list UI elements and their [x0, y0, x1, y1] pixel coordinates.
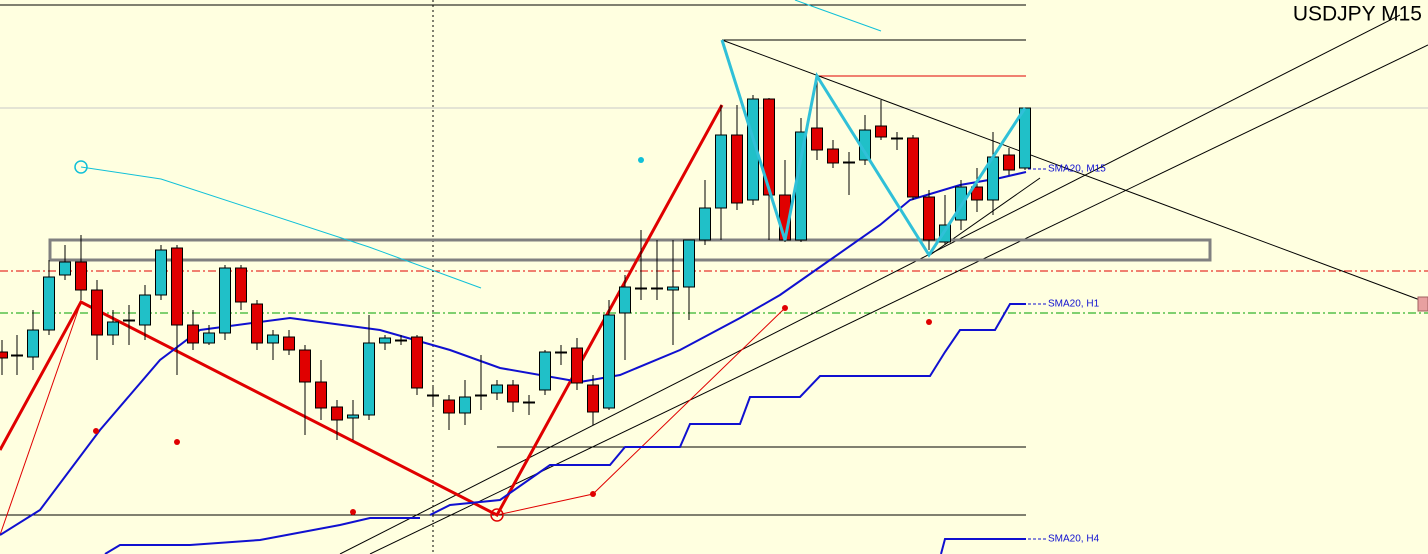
candle-body — [555, 351, 567, 354]
candle-body — [731, 134, 743, 204]
dot — [93, 428, 99, 434]
candle-body — [507, 384, 519, 403]
candle-body — [923, 196, 935, 241]
candle-body — [811, 127, 823, 151]
candle-body — [203, 332, 215, 344]
red-dots — [93, 305, 932, 515]
dot — [926, 319, 932, 325]
candle-body — [139, 294, 151, 326]
candle-body — [539, 351, 551, 391]
channel-line — [369, 44, 1428, 554]
candle-body — [1003, 154, 1015, 171]
channel-line — [339, 14, 1401, 554]
candle-body — [0, 351, 8, 359]
cyan-zigzag — [720, 39, 1027, 258]
candle-body — [187, 324, 199, 344]
candle-body — [267, 334, 279, 344]
candle-body — [91, 289, 103, 336]
candle-body — [59, 261, 71, 276]
scroll-marker — [1417, 296, 1428, 312]
candle-body — [491, 384, 503, 394]
indicator-label: SMA20, H1 — [1048, 299, 1100, 310]
candle-body — [699, 207, 711, 241]
candle-body — [971, 186, 983, 201]
candle-body — [155, 249, 167, 296]
candle-body — [379, 337, 391, 344]
candle-body — [667, 286, 679, 291]
overlay — [720, 39, 1027, 258]
candle-body — [795, 131, 807, 241]
candle-body — [683, 239, 695, 288]
candle-body — [875, 125, 887, 138]
candle-body — [43, 276, 55, 331]
dot — [638, 157, 644, 163]
dot — [174, 439, 180, 445]
candle-body — [347, 414, 359, 419]
cyan-line — [794, 0, 882, 32]
sma-h1 — [429, 303, 1026, 516]
dot — [590, 491, 596, 497]
candle-body — [939, 224, 951, 243]
candle-body — [475, 394, 487, 397]
candle-body — [443, 399, 455, 414]
candles — [0, 75, 1031, 440]
candle-body — [1019, 107, 1031, 169]
sma-h4 — [104, 517, 420, 554]
zone-rect — [48, 238, 1212, 262]
candle-body — [219, 267, 231, 334]
candle-body — [603, 314, 615, 409]
candle-body — [907, 137, 919, 198]
candle-body — [651, 287, 663, 290]
candle-body — [395, 339, 407, 342]
symbol-label: USDJPY M15 — [1293, 3, 1422, 26]
trend-line — [721, 39, 1421, 301]
candle-body — [331, 406, 343, 421]
candle-body — [747, 98, 759, 201]
candle-body — [11, 354, 23, 357]
dot — [350, 509, 356, 515]
candle-body — [635, 287, 647, 290]
candle-body — [891, 137, 903, 140]
red-thin-line — [0, 301, 82, 536]
candle-body — [75, 261, 87, 291]
dot — [782, 305, 788, 311]
candle-body — [619, 286, 631, 314]
candle-body — [427, 394, 439, 397]
candle-body — [523, 401, 535, 404]
candle-body — [107, 321, 119, 336]
candle-body — [123, 319, 135, 322]
sma-m15 — [0, 171, 1027, 536]
candle-body — [459, 396, 471, 414]
cyan-line — [80, 166, 482, 289]
candle-body — [587, 384, 599, 413]
indicator-label: SMA20, H4 — [1048, 534, 1100, 545]
indicator-label: SMA20, M15 — [1048, 164, 1106, 175]
candle-body — [251, 303, 263, 344]
candle-body — [827, 148, 839, 164]
candle-body — [363, 342, 375, 416]
candle-body — [299, 349, 311, 383]
candle-body — [315, 381, 327, 409]
candle-body — [235, 267, 247, 303]
candle-body — [763, 98, 775, 196]
red-marker — [490, 508, 504, 522]
candle-body — [27, 329, 39, 358]
cyan-marker — [74, 160, 88, 174]
candle-body — [171, 247, 183, 326]
candle-body — [283, 336, 295, 351]
candle-body — [571, 347, 583, 384]
candle-body — [843, 161, 855, 164]
candle-body — [411, 336, 423, 389]
sma-h4 — [940, 538, 1026, 554]
candle-body — [715, 134, 727, 209]
